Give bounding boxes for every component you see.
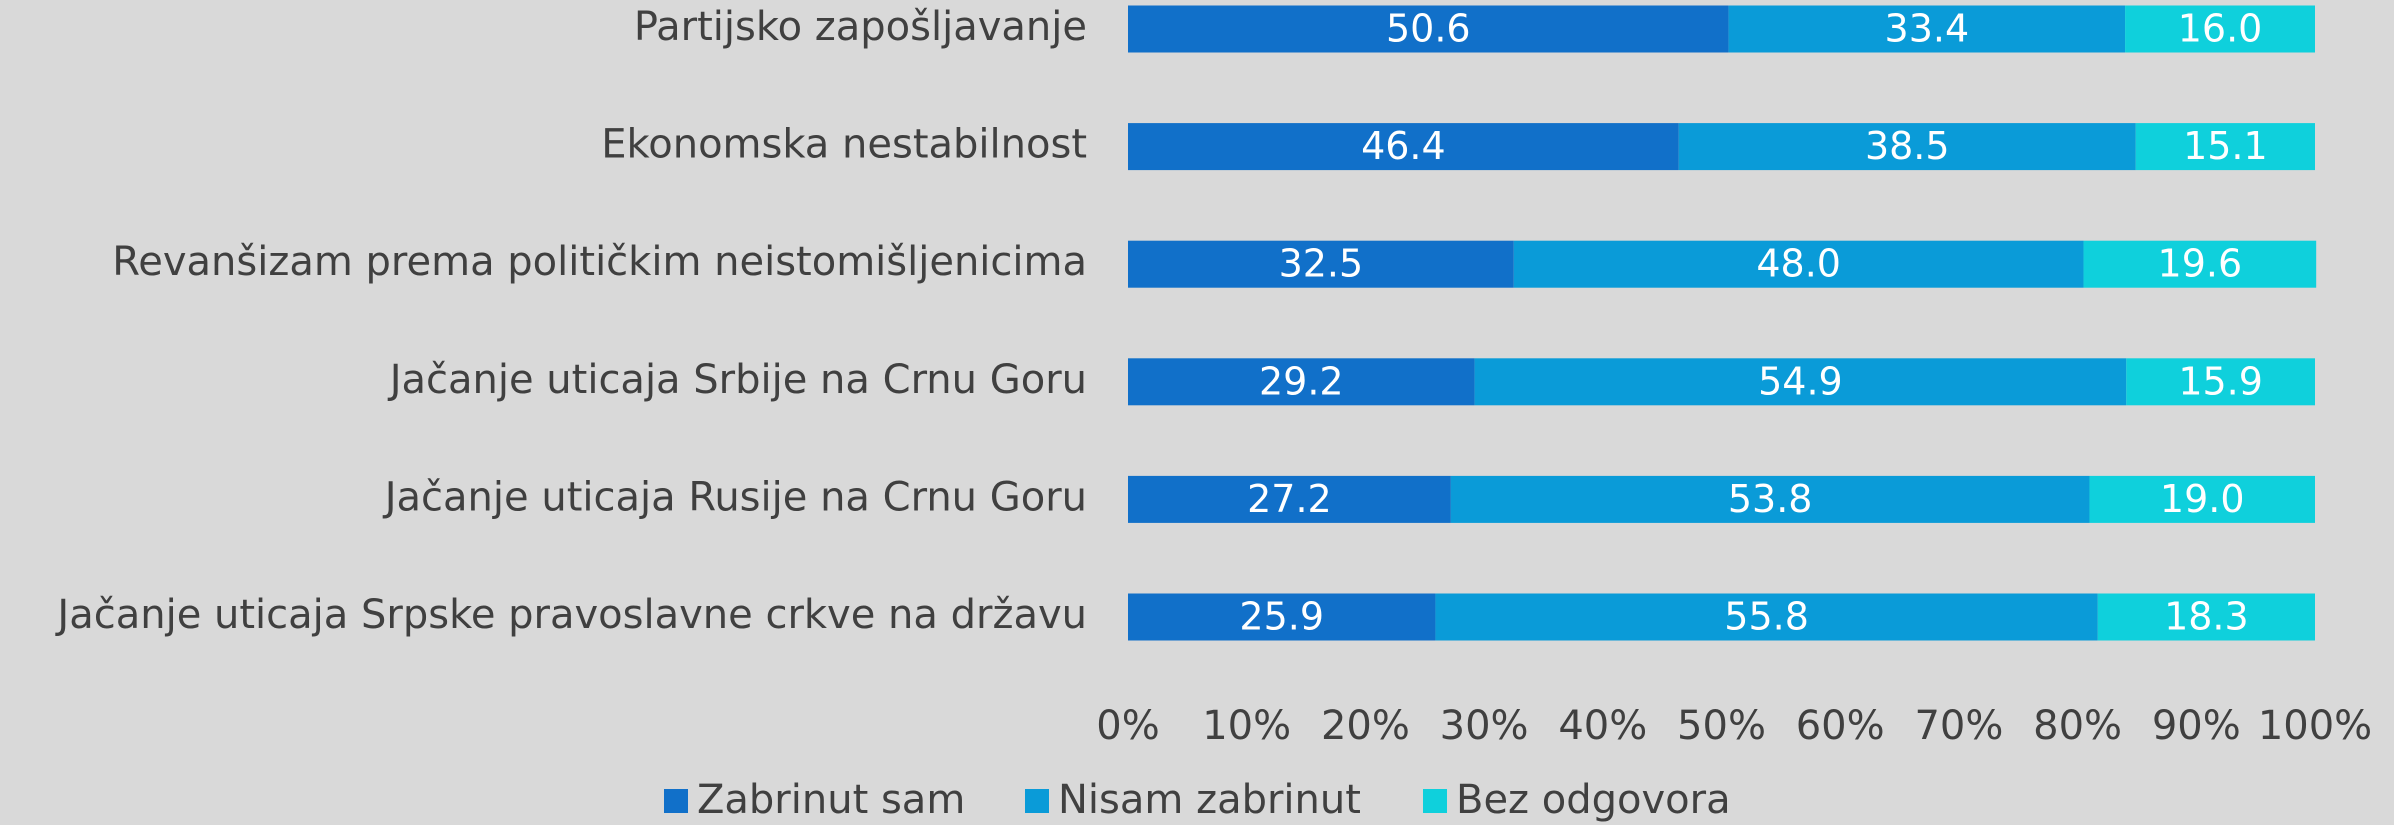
bar-segment — [2097, 593, 2315, 641]
bar-segment — [2135, 123, 2315, 171]
legend-label: Zabrinut sam — [697, 777, 965, 823]
value-label: 55.8 — [1724, 595, 1809, 639]
bar-segment — [1128, 475, 1451, 523]
value-label: 29.2 — [1259, 359, 1344, 403]
bar-segment — [1728, 5, 2126, 53]
category-label: Jačanje uticaja Srbije na Crnu Goru — [387, 357, 1087, 403]
x-tick-label: 80% — [2033, 703, 2122, 749]
bar-segment — [2089, 475, 2315, 523]
value-label: 46.4 — [1361, 124, 1446, 168]
value-label: 19.6 — [2158, 242, 2243, 286]
x-tick-label: 50% — [1677, 703, 1766, 749]
value-label: 19.0 — [2160, 477, 2245, 521]
value-label: 54.9 — [1758, 359, 1843, 403]
value-label: 53.8 — [1728, 477, 1813, 521]
legend-swatch — [1423, 789, 1447, 813]
legend-label: Bez odgovora — [1456, 777, 1731, 823]
value-label: 27.2 — [1247, 477, 1332, 521]
value-label: 15.1 — [2183, 124, 2268, 168]
x-tick-label: 40% — [1558, 703, 1647, 749]
bar-segment — [1128, 5, 1729, 53]
value-label: 50.6 — [1386, 7, 1471, 51]
category-label: Jačanje uticaja Srpske pravoslavne crkve… — [54, 592, 1087, 638]
bar-segment — [1128, 358, 1475, 406]
value-label: 16.0 — [2178, 7, 2263, 51]
bar-segment — [1128, 123, 1679, 171]
bar-segment — [1678, 123, 2136, 171]
x-tick-label: 90% — [2152, 703, 2241, 749]
x-tick-label: 30% — [1440, 703, 1529, 749]
x-tick-label: 60% — [1796, 703, 1885, 749]
bar-segment — [2083, 240, 2317, 288]
legend-label: Nisam zabrinut — [1058, 777, 1361, 823]
bar-segment — [2126, 358, 2315, 406]
x-tick-label: 10% — [1202, 703, 1291, 749]
value-label: 18.3 — [2164, 595, 2249, 639]
value-label: 25.9 — [1239, 595, 1324, 639]
bar-segment — [2125, 5, 2315, 53]
legend-swatch — [1025, 789, 1049, 813]
bar-segment — [1513, 240, 2084, 288]
value-label: 38.5 — [1865, 124, 1950, 168]
category-label: Partijsko zapošljavanje — [634, 4, 1087, 50]
category-label: Jačanje uticaja Rusije na Crnu Goru — [382, 474, 1087, 520]
x-tick-label: 100% — [2258, 703, 2372, 749]
bar-segment — [1128, 240, 1514, 288]
category-label: Ekonomska nestabilnost — [601, 122, 1087, 168]
bar-segment — [1435, 593, 2098, 641]
x-tick-label: 20% — [1321, 703, 1410, 749]
bar-segment — [1450, 475, 2090, 523]
category-label: Revanšizam prema političkim neistomišlje… — [112, 239, 1087, 285]
bar-segment — [1474, 358, 2127, 406]
bar-segment — [1128, 593, 1436, 641]
legend-swatch — [664, 789, 688, 813]
value-label: 33.4 — [1885, 7, 1970, 51]
x-tick-label: 0% — [1096, 703, 1159, 749]
value-label: 32.5 — [1279, 242, 1364, 286]
value-label: 48.0 — [1756, 242, 1841, 286]
value-label: 15.9 — [2178, 359, 2263, 403]
x-tick-label: 70% — [1914, 703, 2003, 749]
